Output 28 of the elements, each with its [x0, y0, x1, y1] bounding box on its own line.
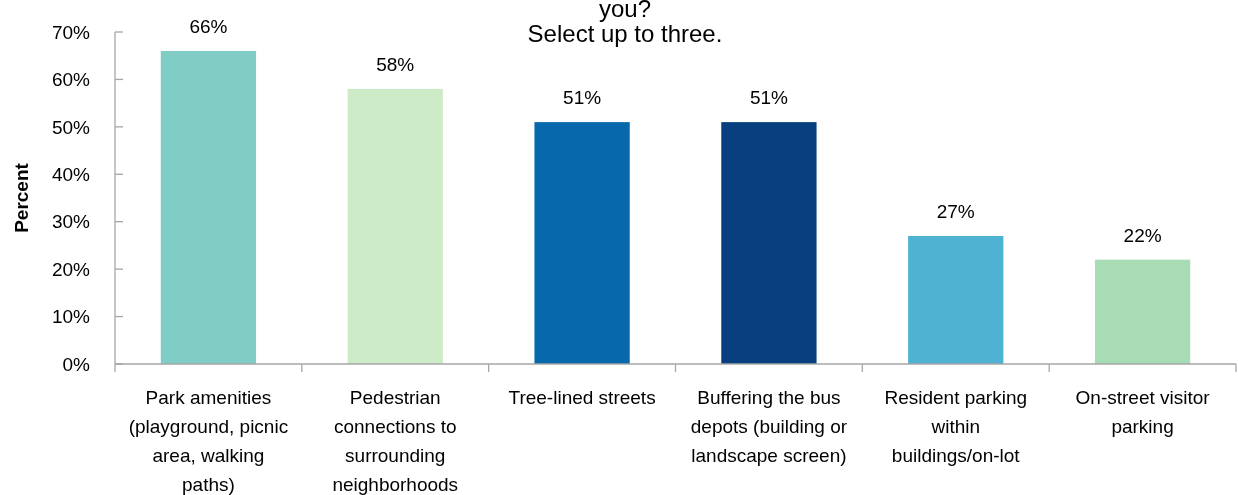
data-label: 22% — [1123, 224, 1162, 246]
data-label: 51% — [563, 87, 602, 109]
chart-title: you? — [598, 0, 652, 22]
y-tick-label: 50% — [51, 116, 91, 138]
bar — [347, 88, 443, 364]
x-tick-label: Pedestrian connections to surrounding neighborhoods — [332, 387, 459, 495]
x-tick-label: On-street visitor parking — [1075, 387, 1211, 437]
data-label: 27% — [936, 200, 975, 222]
bar — [721, 122, 817, 364]
data-label: 58% — [376, 53, 415, 75]
data-label: 51% — [749, 87, 789, 109]
x-tick-label: Park amenities (playground, picnic area, walking paths) — [128, 387, 289, 495]
y-tick-label: 30% — [51, 211, 91, 233]
x-tick-label: Tree-lined streets — [508, 387, 656, 408]
bar — [160, 50, 257, 364]
y-tick-label: 70% — [51, 21, 91, 43]
y-tick-label: 10% — [51, 306, 91, 328]
bar — [1094, 259, 1191, 364]
x-tick-label: Resident parking within buildings/on-lot — [884, 387, 1028, 466]
bar — [908, 235, 1004, 364]
y-tick-label: 40% — [51, 163, 91, 185]
y-axis-title: Percent — [11, 162, 32, 233]
y-tick-label: 20% — [51, 258, 91, 280]
data-label: 66% — [189, 15, 228, 37]
y-tick-label: 0% — [62, 353, 91, 375]
y-tick-label: 60% — [51, 69, 91, 91]
x-tick-label: Buffering the bus depots (building or landscape screen) — [690, 387, 848, 466]
bar — [534, 122, 630, 364]
